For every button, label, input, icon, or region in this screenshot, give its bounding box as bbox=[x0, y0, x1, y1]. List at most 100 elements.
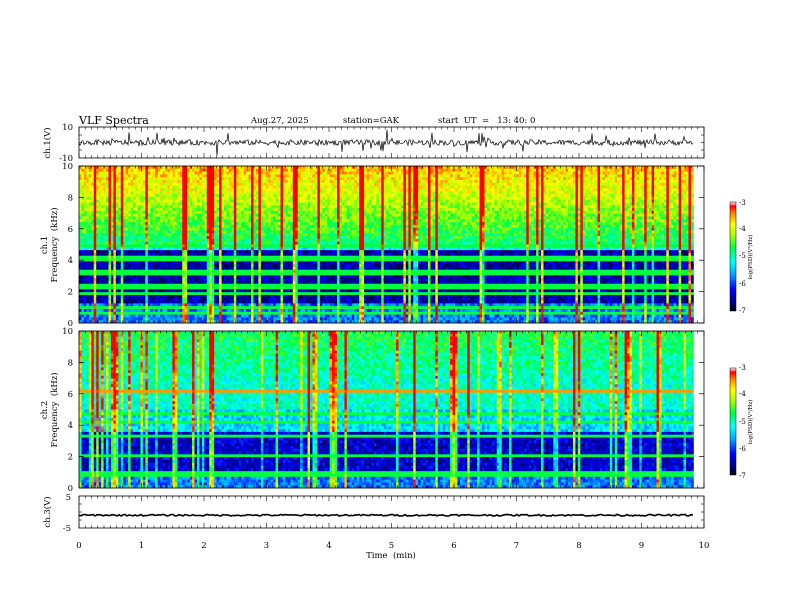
spectrogram-cell bbox=[88, 196, 92, 201]
spectrogram-cell bbox=[86, 213, 90, 217]
spectrogram-cell bbox=[609, 219, 613, 223]
spectrogram-cell bbox=[511, 188, 515, 192]
spectrogram-cell bbox=[140, 205, 144, 209]
spectrogram-cell bbox=[400, 168, 404, 172]
spectrogram-cell bbox=[108, 191, 112, 195]
spectrogram-cell bbox=[324, 166, 328, 170]
spectrogram-cell bbox=[344, 196, 348, 201]
spectrogram-cell bbox=[184, 191, 188, 195]
spectrogram-cell bbox=[504, 210, 508, 215]
spectrogram-cell bbox=[364, 168, 367, 172]
spectrogram-cell bbox=[690, 202, 694, 206]
spectrogram-cell bbox=[192, 185, 195, 189]
spectrogram-cell bbox=[290, 213, 294, 217]
spectrogram-cell bbox=[504, 168, 508, 172]
spectrogram-cell bbox=[572, 210, 576, 215]
spectrogram-cell bbox=[435, 194, 439, 198]
spectrogram-cell bbox=[322, 168, 326, 172]
spectrogram-cell bbox=[513, 174, 517, 178]
spectrogram-cell bbox=[351, 177, 355, 181]
spectrogram-cell bbox=[378, 174, 382, 178]
spectrogram-cell bbox=[300, 202, 304, 206]
spectrogram-cell bbox=[464, 202, 468, 206]
spectrogram-cell bbox=[354, 219, 358, 223]
spectrogram-cell bbox=[572, 208, 576, 212]
spectrogram-cell bbox=[187, 194, 190, 198]
spectrogram-cell bbox=[654, 185, 657, 189]
spectrogram-cell bbox=[189, 174, 193, 178]
spectrogram-cell bbox=[246, 191, 249, 195]
spectrogram-cell bbox=[457, 188, 461, 192]
spectrogram-cell bbox=[597, 216, 601, 220]
spectrogram-cell bbox=[165, 205, 168, 209]
spectrogram-cell bbox=[545, 194, 549, 198]
spectrogram-cell bbox=[477, 168, 480, 172]
spectrogram-cell bbox=[518, 182, 522, 187]
spectrogram-cell bbox=[118, 171, 122, 175]
spectrogram-cell bbox=[322, 188, 326, 192]
spectrogram-cell bbox=[521, 188, 525, 192]
spectrogram-cell bbox=[386, 185, 390, 189]
spectrogram-cell bbox=[467, 188, 471, 192]
spectrogram-cell bbox=[189, 199, 193, 203]
spectrogram-cell bbox=[346, 180, 350, 184]
spectrogram-cell bbox=[201, 166, 205, 170]
spectrogram-cell bbox=[290, 185, 294, 189]
spectrogram-cell bbox=[381, 219, 385, 223]
spectrogram-cell bbox=[118, 219, 122, 223]
spectrogram-cell bbox=[246, 177, 249, 181]
spectrogram-cell bbox=[312, 168, 316, 172]
spectrogram-cell bbox=[165, 171, 168, 175]
spectrogram-cell bbox=[290, 210, 294, 215]
spectrogram-cell bbox=[656, 171, 660, 175]
spectrogram-cell bbox=[442, 196, 446, 201]
spectrogram-cell bbox=[172, 208, 176, 212]
spectrogram-cell bbox=[513, 213, 517, 217]
spectrogram-cell bbox=[260, 199, 264, 203]
spectrogram-cell bbox=[425, 194, 429, 198]
spectrogram-cell bbox=[123, 219, 127, 223]
spectrogram-cell bbox=[624, 196, 628, 201]
spectrogram-cell bbox=[351, 185, 355, 189]
spectrogram-cell bbox=[462, 202, 466, 206]
spectrogram-cell bbox=[233, 210, 237, 215]
spectrogram-cell bbox=[538, 177, 542, 181]
spectrogram-cell bbox=[501, 199, 505, 203]
spectrogram-cell bbox=[260, 208, 264, 212]
spectrogram-cell bbox=[238, 194, 242, 198]
spectrogram-cell bbox=[91, 191, 95, 195]
spectrogram-cell bbox=[617, 202, 621, 206]
spectrogram-cell bbox=[201, 180, 205, 184]
spectrogram-cell bbox=[396, 191, 399, 195]
spectrogram-cell bbox=[484, 182, 488, 187]
spectrogram-cell bbox=[273, 219, 276, 223]
spectrogram-cell bbox=[499, 177, 503, 181]
spectrogram-cell bbox=[435, 177, 439, 181]
spectrogram-cell bbox=[658, 199, 662, 203]
spectrogram-cell bbox=[627, 208, 630, 212]
spectrogram-cell bbox=[300, 166, 304, 170]
spectrogram-cell bbox=[135, 205, 139, 209]
spectrogram-cell bbox=[128, 196, 132, 201]
spectrogram-cell bbox=[459, 213, 463, 217]
spectrogram-cell bbox=[585, 182, 589, 187]
spectrogram-cell bbox=[265, 194, 269, 198]
spectrogram-cell bbox=[152, 216, 156, 220]
spectrogram-cell bbox=[110, 208, 114, 212]
spectrogram-cell bbox=[354, 210, 358, 215]
spectrogram-cell bbox=[103, 174, 107, 178]
spectrogram-cell bbox=[241, 202, 245, 206]
spectrogram-cell bbox=[169, 205, 173, 209]
spectrogram-cell bbox=[214, 202, 218, 206]
spectrogram-cell bbox=[83, 168, 87, 172]
spectrogram-cell bbox=[115, 168, 119, 172]
spectrogram-cell bbox=[258, 166, 262, 170]
spectrogram-cell bbox=[676, 196, 680, 201]
spectrogram-cell bbox=[214, 219, 218, 223]
spectrogram-cell bbox=[236, 191, 240, 195]
spectrogram-cell bbox=[182, 205, 186, 209]
spectrogram-cell bbox=[199, 182, 203, 187]
spectrogram-cell bbox=[282, 216, 286, 220]
spectrogram-cell bbox=[106, 213, 109, 217]
spectrogram-cell bbox=[649, 216, 652, 220]
